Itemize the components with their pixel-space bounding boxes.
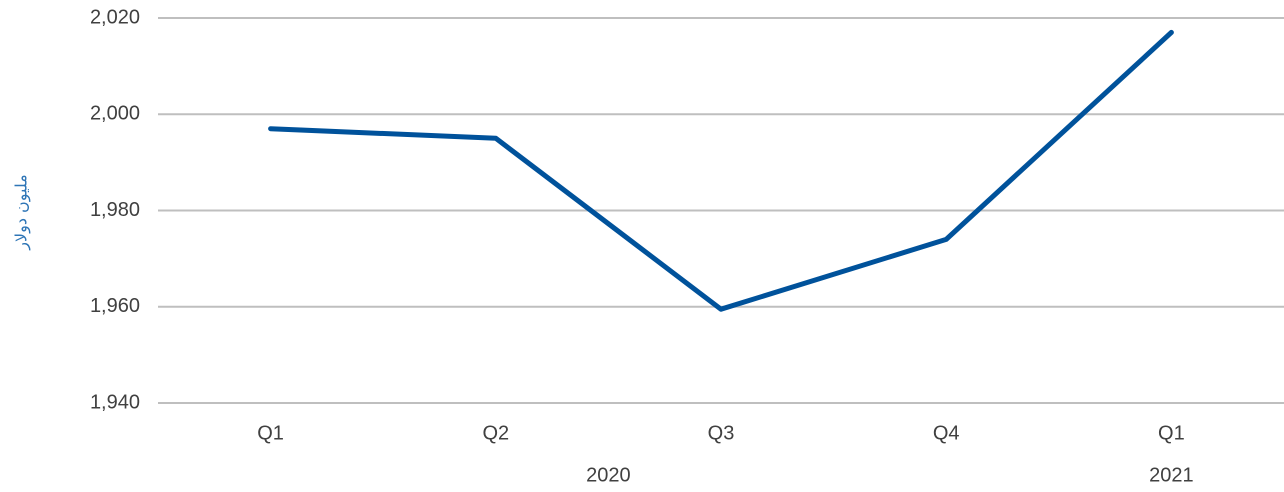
gridlines (158, 17, 1284, 404)
series-lines (268, 29, 1174, 312)
x-tick-label: Q2 (482, 422, 509, 444)
y-axis-label: مليون دولار (12, 174, 32, 251)
x-group-label: 2020 (586, 464, 631, 486)
y-tick-label: 2,000 (90, 103, 140, 125)
x-axis-ticks: Q1 Q2 Q3 Q4 Q1 (257, 422, 1184, 444)
y-axis-ticks: 1,940 1,960 1,980 2,000 2,020 (90, 6, 140, 413)
y-tick-label: 1,940 (90, 391, 140, 413)
series-line (268, 29, 1174, 312)
y-tick-label: 1,960 (90, 295, 140, 317)
x-axis-groups: 2020 2021 (586, 464, 1194, 486)
y-tick-label: 2,020 (90, 6, 140, 28)
x-tick-label: Q3 (708, 422, 735, 444)
x-group-label: 2021 (1149, 464, 1194, 486)
x-tick-label: Q1 (1158, 422, 1185, 444)
x-tick-label: Q4 (933, 422, 960, 444)
y-tick-label: 1,980 (90, 199, 140, 221)
x-tick-label: Q1 (257, 422, 284, 444)
